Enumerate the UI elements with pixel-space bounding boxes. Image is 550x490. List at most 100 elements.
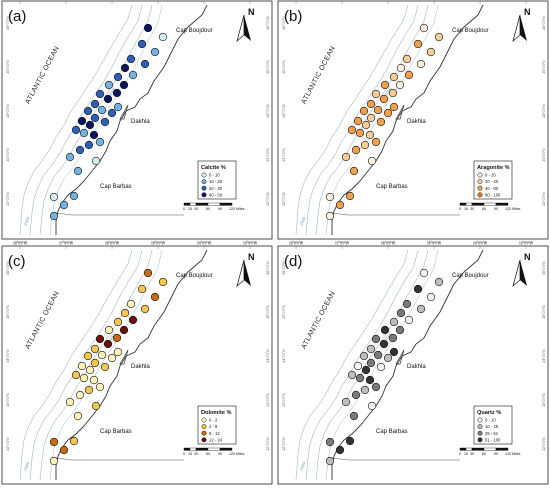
sample-site (371, 89, 381, 99)
legend-label: 20 - 40 (209, 186, 223, 191)
north-arrow-half (244, 260, 251, 286)
lat-label: 24°0'0"N (6, 349, 10, 363)
scale-segment (207, 447, 221, 451)
sample-site (383, 353, 393, 363)
sample-site (396, 63, 406, 73)
coastline (331, 4, 484, 235)
sample-site (351, 390, 361, 400)
lon-label: 18°0'0"W (13, 0, 28, 1)
legend-label: 40 - 50 (209, 192, 223, 197)
lat-label: 25°0'0"N (6, 60, 10, 74)
lon-label: 15°0'0"W (427, 241, 442, 245)
scale-tick-label: 30 (194, 452, 198, 456)
sample-site (395, 325, 405, 335)
dakhla-peninsula (395, 349, 405, 365)
lon-label: 13°0'0"W (519, 0, 534, 1)
lon-label: 15°0'0"W (427, 0, 442, 1)
sample-site (95, 334, 105, 344)
north-arrow-half (520, 260, 527, 286)
legend-label: 10 - 20 (209, 179, 223, 184)
north-arrow-letter: N (524, 252, 531, 262)
sample-site (75, 390, 85, 400)
sample-site (71, 125, 81, 135)
sample-site (325, 437, 335, 447)
scale-tick-label: 120 (229, 452, 235, 456)
scale-segment (189, 447, 197, 451)
sample-site (69, 191, 79, 201)
lon-label: 16°0'0"W (381, 0, 396, 1)
sample-site (404, 315, 414, 325)
lat-label: 22°0'0"N (266, 437, 270, 451)
scale-tick-label: 90 (218, 207, 222, 211)
scale-unit: Miles (236, 452, 245, 456)
lat-label: 23°0'0"N (266, 393, 270, 407)
scale-bar: 0 15 30 60 90 120 Miles (183, 447, 245, 456)
sample-site (404, 70, 414, 80)
sample-site (107, 108, 117, 118)
sample-site (426, 47, 436, 57)
scale-tick-label: 0 (183, 452, 185, 456)
sample-site (104, 325, 114, 335)
sample-site (361, 120, 371, 130)
lon-label: 18°0'0"W (289, 0, 304, 1)
sample-site (426, 292, 436, 302)
sample-site (380, 80, 390, 90)
sample-site (150, 47, 160, 57)
legend-title: Dolomite % (201, 410, 231, 416)
sample-site (380, 325, 390, 335)
bathymetry-contour (49, 249, 163, 481)
north-arrow-letter: N (248, 252, 255, 262)
sample-site (59, 200, 69, 210)
sample-site (395, 80, 405, 90)
contour-label: -2000 (298, 215, 306, 227)
scale-tick-label: 15 (188, 207, 192, 211)
sample-site (371, 382, 381, 392)
contour-label: -1000 (383, 331, 393, 343)
sample-site (402, 54, 412, 64)
legend-swatch (201, 192, 207, 198)
sample-site (413, 39, 423, 49)
legend-swatch (477, 185, 483, 191)
lon-label: 17°0'0"W (335, 241, 350, 245)
lon-label: 14°0'0"W (197, 0, 212, 1)
lon-label: 14°0'0"W (197, 242, 212, 246)
sample-site (85, 365, 95, 375)
sample-site (419, 268, 429, 278)
sample-site (389, 347, 399, 357)
sample-site (335, 200, 345, 210)
sample-site (126, 54, 136, 64)
sample-site (89, 375, 99, 385)
lat-label: 23°0'0"N (542, 148, 546, 162)
north-arrow-half (236, 259, 245, 288)
sample-site (79, 128, 89, 138)
scale-segment (183, 202, 191, 206)
lat-label: 25°0'0"N (266, 60, 270, 74)
sample-site (113, 102, 123, 112)
sample-site (351, 145, 361, 155)
bathymetry-contour (295, 249, 409, 481)
scale-tick-label: 90 (218, 452, 222, 456)
sample-site (413, 284, 423, 294)
place-label-dakhla: Dakhla (407, 364, 426, 370)
lat-label: 26°0'0"N (282, 261, 286, 275)
lon-label: 18°0'0"W (289, 241, 304, 245)
sample-site (103, 94, 113, 104)
legend-title: Quartz % (477, 410, 501, 416)
sample-site (103, 339, 113, 349)
lat-label: 25°0'0"N (266, 305, 270, 319)
scale-segment (207, 202, 221, 206)
scale-segment (195, 202, 209, 206)
legend-swatch (477, 192, 483, 198)
sample-site (416, 59, 426, 69)
lat-label: 25°0'0"N (282, 60, 286, 74)
sample-site (402, 299, 412, 309)
scale-segment (195, 447, 209, 451)
place-label-cap-barbas: Cap Barbas (100, 184, 132, 190)
place-label-dakhla: Dakhla (407, 119, 426, 125)
legend-swatch (477, 172, 483, 178)
sample-site (49, 456, 59, 466)
bathymetry-contour (325, 4, 439, 236)
sample-site (389, 317, 399, 327)
sample-site (95, 382, 105, 392)
